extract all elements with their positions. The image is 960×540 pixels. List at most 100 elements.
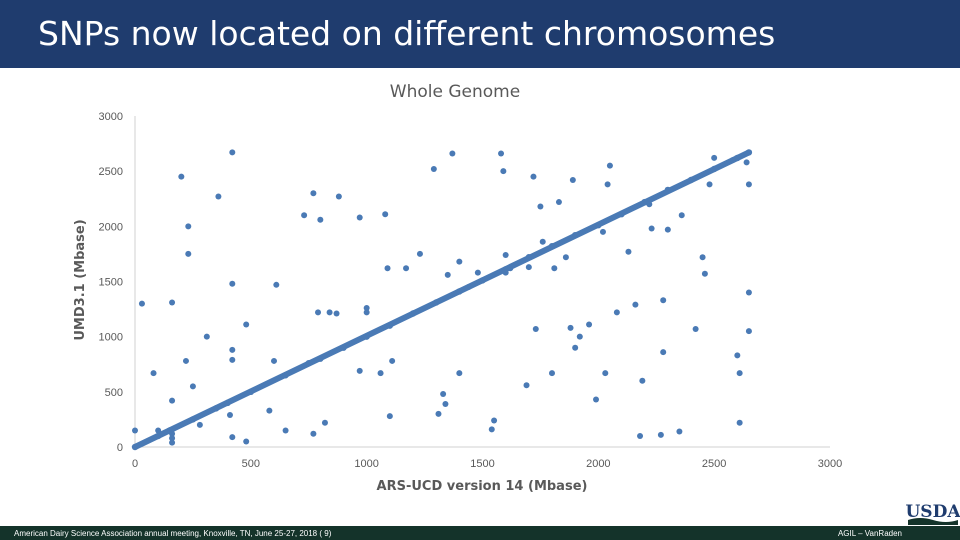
outlier-point	[384, 265, 391, 272]
outlier-point	[243, 321, 250, 328]
outlier-point	[444, 271, 451, 278]
outlier-point	[229, 280, 236, 287]
outlier-point	[386, 413, 393, 420]
outlier-point	[335, 193, 342, 200]
diagonal-point	[618, 210, 625, 218]
outlier-point	[169, 299, 176, 306]
slide-title: SNPs now located on different chromosome…	[38, 14, 776, 53]
outlier-point	[185, 250, 192, 257]
outlier-point	[549, 370, 555, 377]
y-tick-label: 500	[105, 387, 123, 399]
outlier-point	[229, 356, 236, 363]
x-tick-label: 1500	[470, 458, 494, 470]
outlier-point	[555, 199, 562, 206]
outlier-point	[449, 150, 456, 157]
outlier-point	[456, 258, 463, 265]
outlier-point	[646, 201, 653, 208]
x-tick-labels: 0 500 1000 1500 2000 2500 3000	[132, 458, 842, 470]
outlier-point	[382, 211, 389, 218]
outlier-point	[502, 252, 509, 259]
outlier-point	[326, 309, 333, 316]
y-tick-label: 2000	[99, 221, 123, 233]
outlier-point	[676, 428, 683, 435]
outlier-point	[711, 154, 718, 161]
outlier-point	[169, 439, 176, 446]
outlier-point	[523, 382, 530, 389]
outlier-point	[664, 226, 671, 233]
chart-axes	[134, 116, 830, 448]
outlier-point	[539, 238, 546, 245]
x-tick-label: 2000	[586, 458, 610, 470]
outlier-point	[435, 410, 442, 417]
outlier-point	[729, 157, 736, 164]
scatter-chart: Whole Genome 0 500 1000 1500 2000 2500 3000 0 5…	[73, 82, 842, 494]
outlier-point	[593, 396, 600, 403]
diagonal-point	[710, 165, 718, 173]
outlier-point	[169, 435, 176, 442]
diagonal-point	[247, 388, 255, 396]
outlier-point	[699, 254, 706, 261]
outlier-point	[229, 346, 236, 353]
outlier-point	[586, 321, 593, 328]
diagonal-point	[131, 443, 139, 451]
outlier-point	[745, 181, 752, 188]
outlier-point	[273, 281, 280, 288]
outlier-point	[606, 162, 613, 169]
outlier-point	[613, 309, 620, 316]
x-axis-label: ARS-UCD version 14 (Mbase)	[377, 479, 588, 494]
x-tick-label: 1000	[354, 458, 378, 470]
outlier-point	[430, 165, 437, 172]
diagonal-point	[282, 372, 289, 379]
outlier-point	[456, 370, 463, 377]
outlier-point	[706, 181, 713, 188]
usda-logo-swoosh	[908, 518, 958, 525]
outlier-point	[169, 430, 176, 437]
outlier-point	[530, 173, 537, 180]
outlier-point	[178, 173, 185, 180]
x-tick-label: 3000	[818, 458, 842, 470]
outlier-point	[567, 324, 574, 331]
outlier-point	[572, 344, 579, 351]
diagonal-point	[479, 277, 486, 284]
outlier-point	[637, 432, 644, 439]
outlier-point	[185, 223, 192, 230]
outlier-point	[632, 301, 639, 308]
outlier-point	[310, 430, 317, 437]
outlier-point	[734, 352, 741, 359]
outlier-point	[266, 407, 273, 414]
outlier-point	[602, 370, 609, 377]
outlier-point	[377, 370, 384, 377]
diagonal-point	[340, 344, 347, 351]
diagonal-point	[317, 355, 324, 362]
outlier-point	[282, 427, 289, 434]
outlier-point	[604, 181, 611, 188]
outlier-point	[169, 397, 176, 404]
outlier-point	[551, 265, 558, 272]
outlier-point	[333, 310, 340, 317]
outlier-point	[569, 176, 576, 183]
diagonal-point	[409, 310, 417, 317]
footer-author: AGIL – VanRaden	[837, 529, 902, 538]
outlier-point	[639, 377, 646, 384]
outlier-point	[196, 421, 203, 428]
outlier-point	[678, 212, 685, 219]
outlier-point	[701, 270, 708, 277]
outlier-point	[321, 419, 328, 426]
outlier-point	[576, 333, 583, 340]
diagonal-point	[548, 242, 556, 250]
outlier-point	[363, 304, 370, 311]
outlier-point	[150, 370, 157, 377]
outlier-point	[465, 284, 472, 291]
outlier-point	[736, 419, 743, 426]
outlier-point	[502, 269, 509, 276]
outlier-point	[660, 349, 667, 356]
title-bar	[0, 0, 960, 68]
outlier-point	[743, 159, 750, 166]
diagonal-point	[456, 288, 463, 295]
footer-bar	[0, 526, 960, 540]
diagonal-point	[386, 322, 394, 329]
outlier-point	[745, 289, 752, 296]
outlier-point	[243, 438, 250, 445]
diagonal-point	[363, 333, 370, 340]
diagonal-point	[745, 149, 753, 156]
